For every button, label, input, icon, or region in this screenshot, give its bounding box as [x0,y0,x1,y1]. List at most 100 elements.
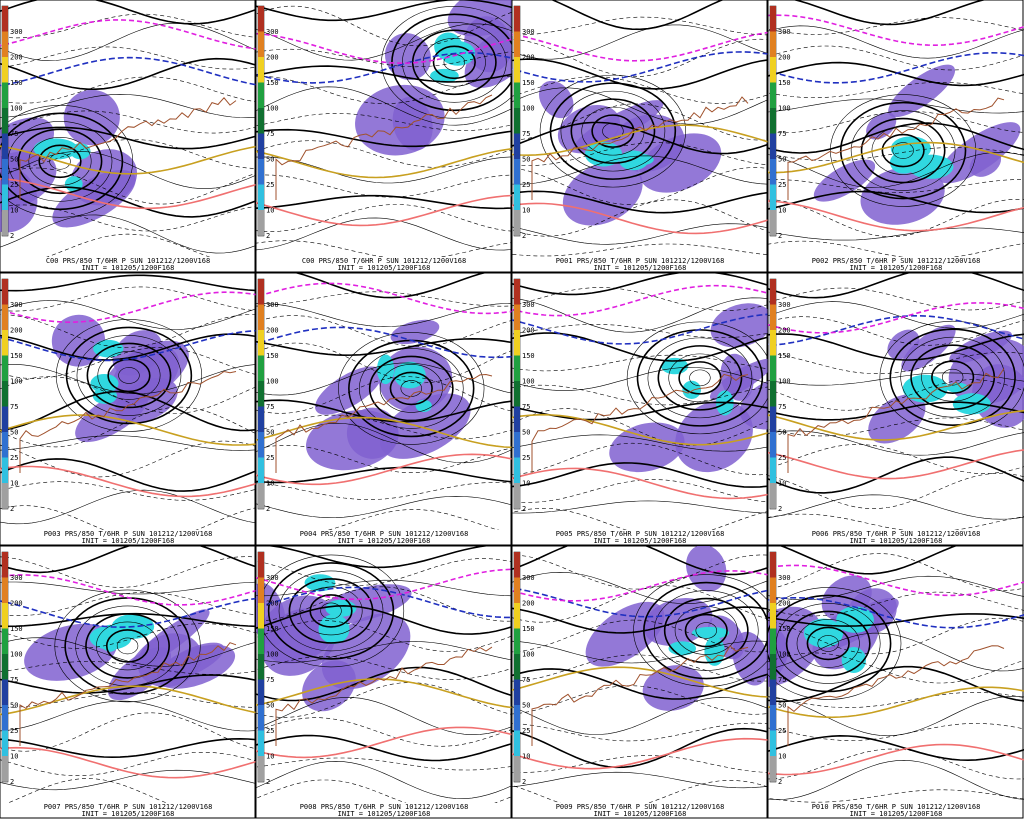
height-line [256,140,512,168]
precip-area [379,393,471,459]
temperature-line [0,291,256,324]
panel-init: INIT = 101205/1200F168 [850,537,943,545]
coastline [787,645,1005,746]
isobar [256,113,512,131]
colorbar-label: 200 [778,600,791,608]
low-contour [931,360,975,394]
isobar [768,553,1024,591]
colorbar-swatch [770,679,776,705]
colorbar-swatch [514,210,520,236]
colorbar-swatch [770,381,776,407]
precip-area [686,546,727,592]
map-area [0,546,256,803]
isobar [512,654,768,682]
height-line [0,0,256,25]
low-contour [830,94,977,207]
isobar [256,666,512,702]
height-line [512,408,768,446]
colorbar-swatch [514,679,520,705]
panel-caption: P005 PRS/850 T/6HR P SUN 101212/1200V168 [556,530,725,538]
isobar [256,342,512,384]
colorbar-swatch [770,330,776,356]
temperature-line [256,416,512,449]
isobar [256,620,512,652]
isobar [768,17,1024,35]
isobar [512,354,768,372]
temperature-line [768,315,1024,347]
isobar [512,297,768,333]
colorbar-label: 10 [266,480,274,488]
low-contour [400,380,422,397]
colorbar-swatch [2,355,8,381]
map-area [512,0,768,257]
temperature-line [512,413,768,446]
colorbar-label: 150 [10,625,23,633]
map-panel: 300 200 150 100 75 50 25 10 2 P002 PRS/850 T/6HR … [767,0,1024,273]
temperature-line [768,51,1024,84]
isobar [0,623,256,649]
isobar [0,150,256,189]
colorbar-swatch [770,406,776,432]
isobar [0,110,256,134]
low-contour [657,345,743,411]
temperature-line [256,568,512,601]
isobar [768,401,1024,421]
colorbar-swatch [258,756,264,782]
isobar [0,440,256,478]
colorbar-swatch [2,603,8,629]
height-line [256,0,512,22]
colorbar-label: 200 [10,54,23,62]
low-contour [560,90,666,172]
colorbar-swatch [2,184,8,210]
colorbar-label: 200 [522,600,535,608]
colorbar-label: 300 [10,28,23,36]
isobar [256,760,512,800]
temperature-line [256,726,512,759]
panel-init: INIT = 101205/1200F168 [82,810,175,818]
colorbar-label: 50 [10,702,18,710]
colorbar-label: 10 [778,480,786,488]
isobar [512,554,768,590]
isobar [256,495,512,519]
colorbar-label: 2 [522,505,526,513]
isobar [768,379,1024,411]
isobar [512,571,768,605]
colorbar-swatch [770,57,776,83]
low-contour [674,606,738,655]
colorbar-label: 100 [522,105,535,113]
colorbar-label: 75 [522,403,530,411]
temperature-line [768,564,1024,597]
panel-init: INIT = 101205/1200F168 [338,537,431,545]
precip-area [887,329,920,360]
isobar [0,674,256,694]
isobar [512,697,768,735]
low-contour [581,106,645,156]
colorbar-swatch [514,108,520,134]
isobar [768,198,1024,238]
colorbar-swatch [258,31,264,57]
colorbar-swatch [770,577,776,603]
colorbar-label: 2 [778,778,782,786]
colorbar-label: 2 [10,778,14,786]
panel-caption: P002 PRS/850 T/6HR P SUN 101212/1200V168 [812,257,981,265]
precip-area [860,166,945,225]
isobar [512,223,768,245]
low-contour [17,128,103,195]
coastline [275,373,493,473]
colorbar-swatch [770,6,776,32]
isobar [768,472,1024,510]
temperature-line [0,597,256,629]
isobar [256,697,512,736]
temperature-line [0,746,256,779]
isobar [768,122,1024,154]
height-line [46,233,211,257]
height-line [0,737,256,759]
isobar [256,75,512,105]
isobar [768,333,1024,361]
colorbar-swatch [770,654,776,680]
height-line [256,586,512,622]
colorbar-label: 2 [266,232,270,240]
colorbar-label: 25 [778,727,786,735]
low-contour [839,101,967,200]
colorbar-label: 200 [10,600,23,608]
